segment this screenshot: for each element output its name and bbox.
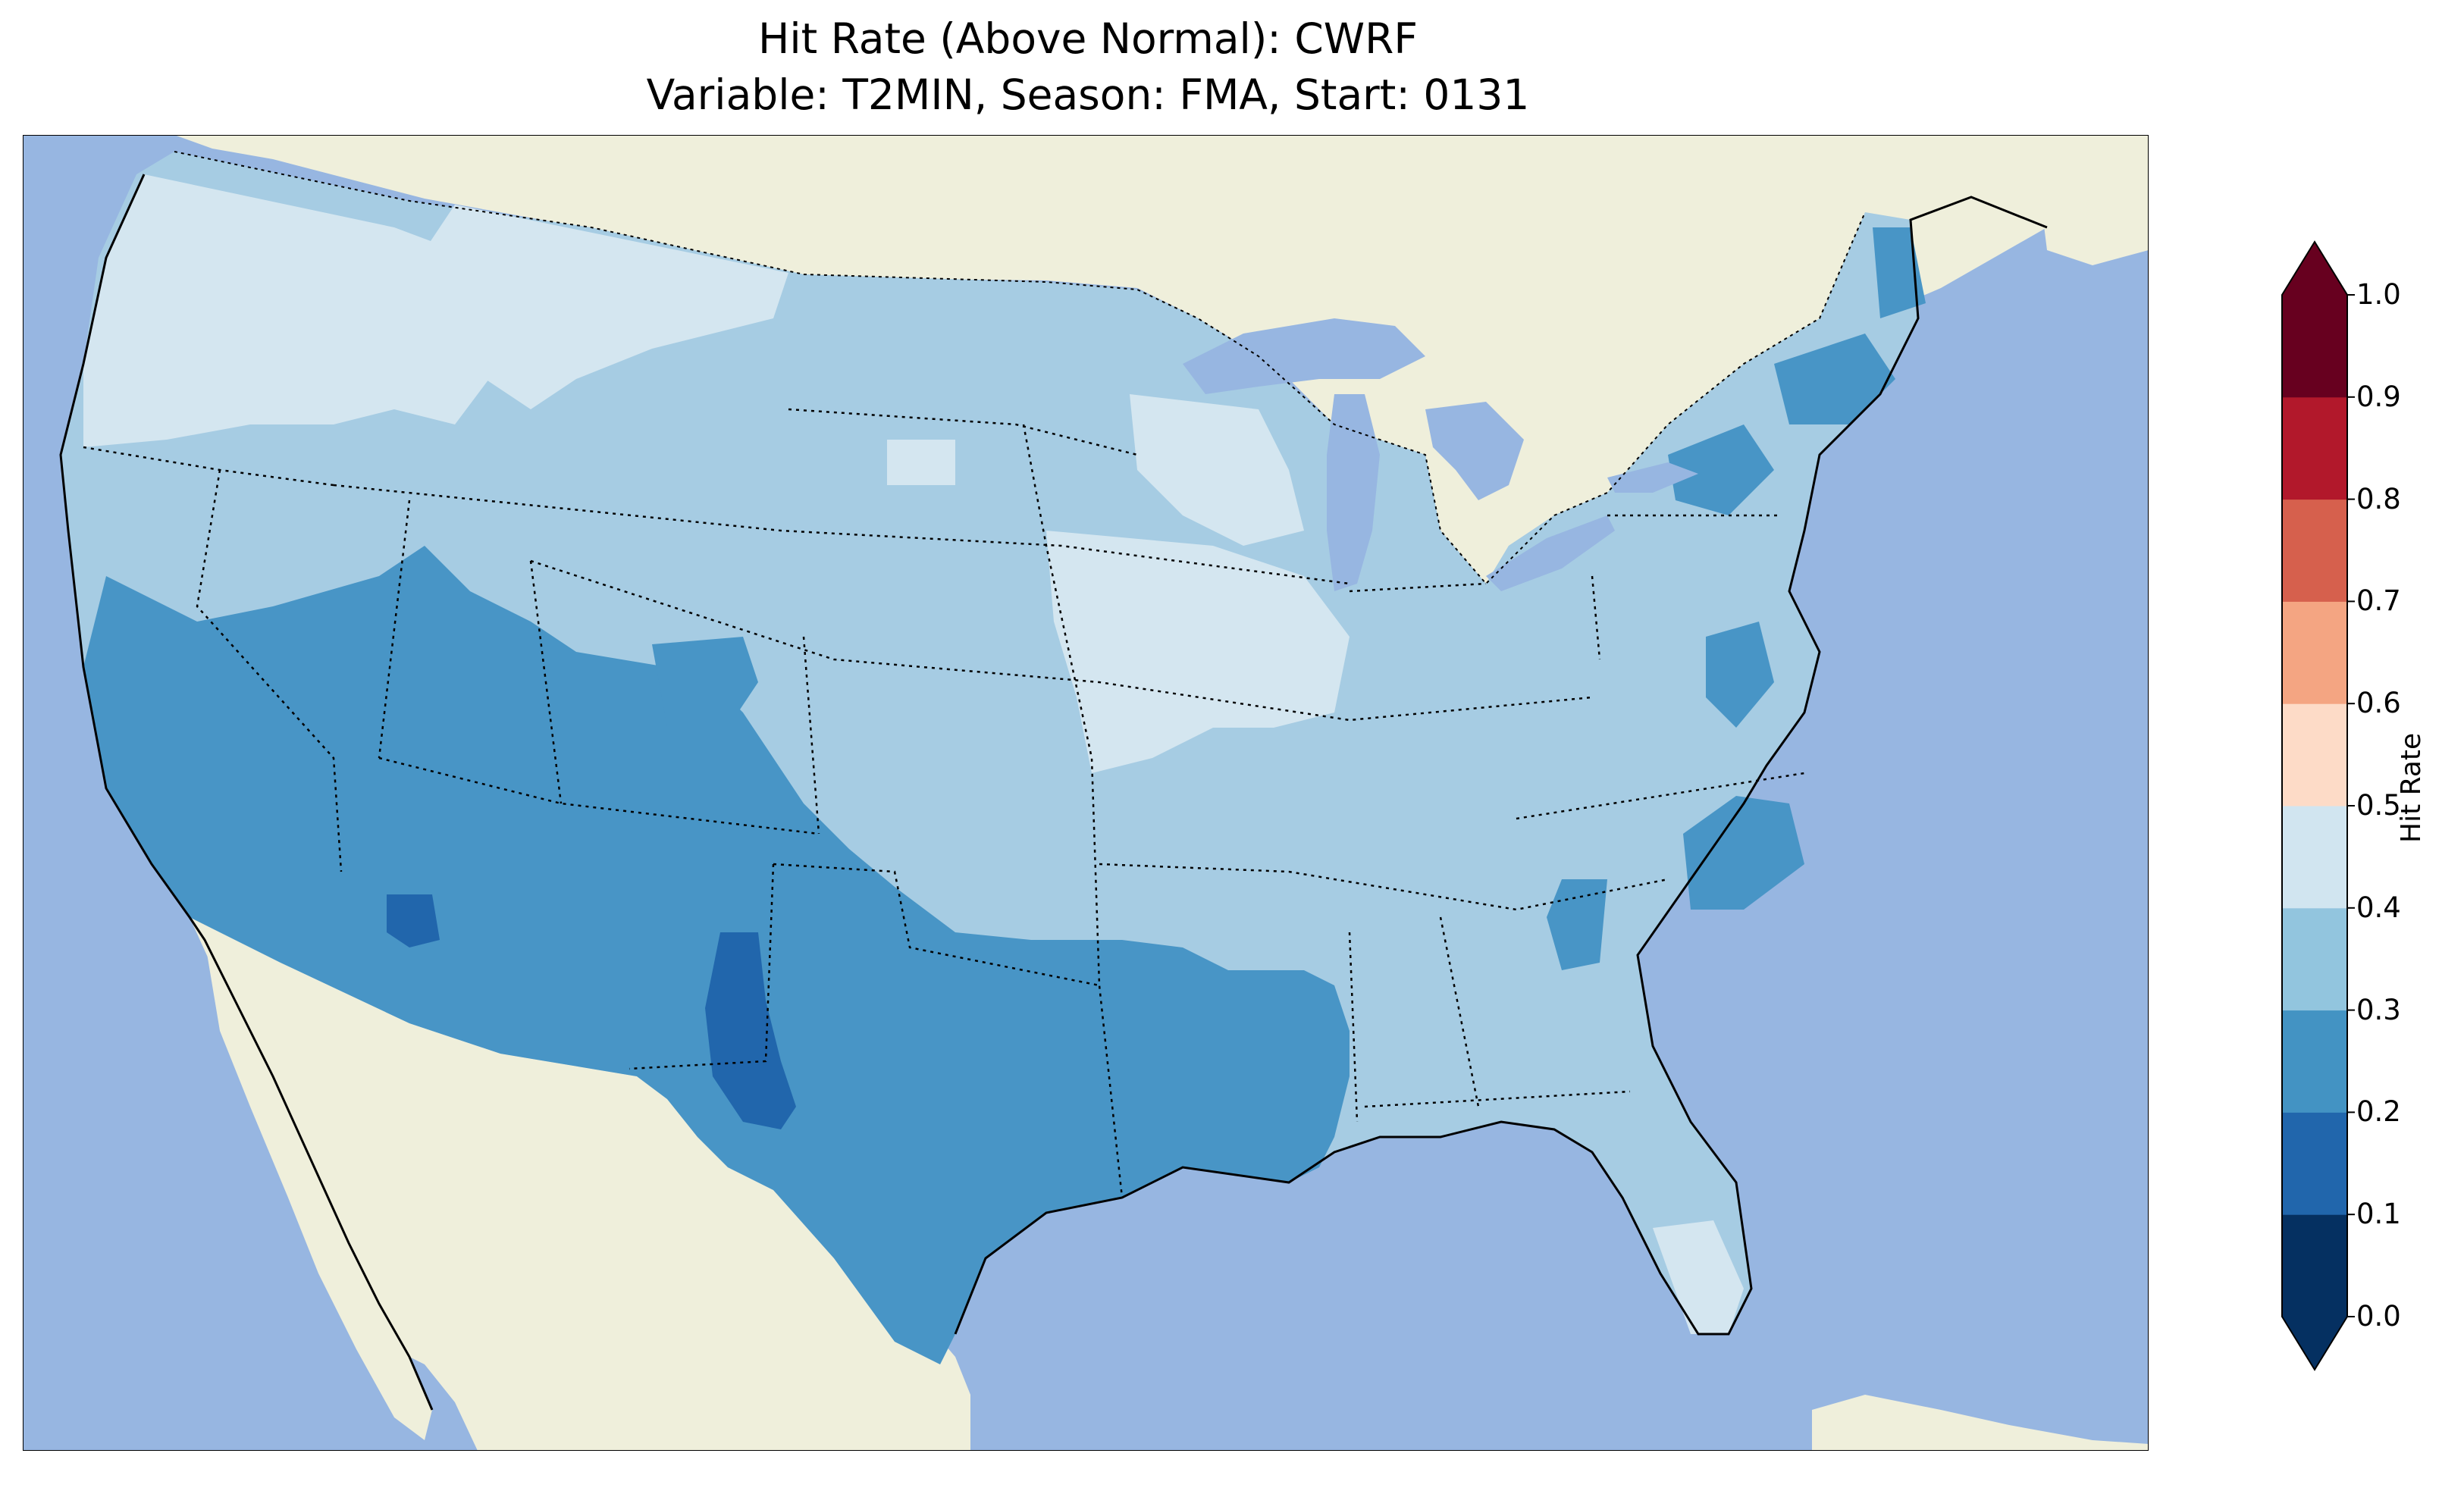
lake-michigan	[1327, 394, 1380, 591]
state-borders	[83, 408, 1805, 1198]
colorbar-tick-label: 0.2	[2356, 1095, 2401, 1129]
field-west-texas-core	[705, 932, 796, 1129]
coastlines	[59, 151, 2048, 1411]
cuba-land	[1812, 1395, 2149, 1451]
field-colorado-plateau	[652, 637, 758, 728]
field-virginia-patch	[1706, 622, 1774, 728]
border-va-nc	[1516, 772, 1805, 820]
pacific-coastline	[59, 174, 434, 1411]
colorbar	[2281, 240, 2355, 1371]
colorbar-extend-high	[2282, 242, 2347, 295]
field-arizona-core	[387, 894, 440, 947]
chart-title-line1: Hit Rate (Above Normal): CWRF	[758, 14, 1418, 63]
border-ms-river	[1022, 424, 1124, 1198]
colorbar-tick-label: 0.9	[2356, 380, 2401, 413]
colorbar-segment	[2282, 1112, 2347, 1215]
lake-superior	[1183, 318, 1425, 394]
colorbar-tick-label: 0.5	[2356, 789, 2401, 822]
colorbar-segment	[2282, 396, 2347, 500]
colorbar-tick-label: 0.6	[2356, 687, 2401, 720]
field-georgia-patch	[1547, 879, 1607, 970]
field-pacific-northwest	[83, 174, 531, 447]
lake-huron	[1425, 402, 1524, 500]
border-ok-tx	[773, 863, 1100, 987]
maritimes-land	[2039, 159, 2149, 265]
colorbar-extend-low	[2282, 1317, 2347, 1370]
border-dakotas	[788, 408, 1138, 456]
border-4corners-row	[378, 756, 820, 835]
colorbar-segment	[2282, 703, 2347, 807]
border-al-ga	[1439, 916, 1480, 1107]
gulf-coastline	[954, 196, 2048, 1336]
border-oh-pa	[1591, 575, 1601, 660]
colorbar-label: Hit Rate	[2396, 732, 2427, 843]
map-area	[23, 135, 2149, 1451]
field-carolina-patch	[1683, 796, 1804, 910]
colorbar-segment	[2282, 601, 2347, 704]
us-hit-rate-field	[61, 152, 1926, 1364]
colorbar-tick-label: 1.0	[2356, 278, 2401, 311]
us-canada-border	[174, 151, 1866, 585]
border-al-ms	[1348, 932, 1359, 1123]
chart-title-line2: Variable: T2MIN, Season: FMA, Start: 013…	[646, 70, 1530, 119]
border-nm-tx	[629, 863, 775, 1070]
field-pennsylvania-patch	[1668, 424, 1774, 515]
colorbar-segment	[2282, 295, 2347, 398]
great-lakes	[1183, 318, 1698, 591]
field-iowa-illinois	[1130, 394, 1304, 546]
field-new-england-patch	[1774, 334, 1895, 424]
colorbar-segment	[2282, 1010, 2347, 1113]
colorbar-segment	[2282, 499, 2347, 602]
colorbar-tick-label: 0.1	[2356, 1198, 2401, 1231]
border-tn	[1099, 863, 1669, 911]
colorbar-tick-label: 0.8	[2356, 482, 2401, 515]
colorbar-ticks	[2347, 294, 2355, 1317]
colorbar-segment	[2282, 806, 2347, 909]
colorbar-segment	[2282, 1214, 2347, 1317]
colorbar-tick-label: 0.3	[2356, 993, 2401, 1026]
colorbar-segments	[2282, 295, 2347, 1317]
field-base	[61, 152, 1918, 1364]
border-mi-in	[1349, 582, 1487, 593]
colorbar-tick-label: 0.0	[2356, 1300, 2401, 1333]
lake-ontario	[1607, 462, 1698, 493]
field-south-florida	[1653, 1220, 1744, 1334]
baja-land	[205, 940, 432, 1440]
field-iowa-illinois-2	[1046, 531, 1350, 773]
field-montana-light	[425, 205, 788, 409]
lake-erie	[1486, 515, 1615, 591]
colorbar-tick-label: 0.7	[2356, 584, 2401, 618]
border-nv-ut	[378, 500, 411, 759]
colorbar-segment	[2282, 907, 2347, 1011]
border-row-40	[530, 559, 1593, 722]
border-co-ks	[802, 636, 820, 835]
border-ca-nv	[196, 469, 343, 872]
border-ut-co	[529, 560, 563, 804]
border-ga-fl	[1364, 1090, 1631, 1108]
field-dakota-light	[887, 440, 955, 485]
colorbar-tick-label: 0.4	[2356, 891, 2401, 924]
